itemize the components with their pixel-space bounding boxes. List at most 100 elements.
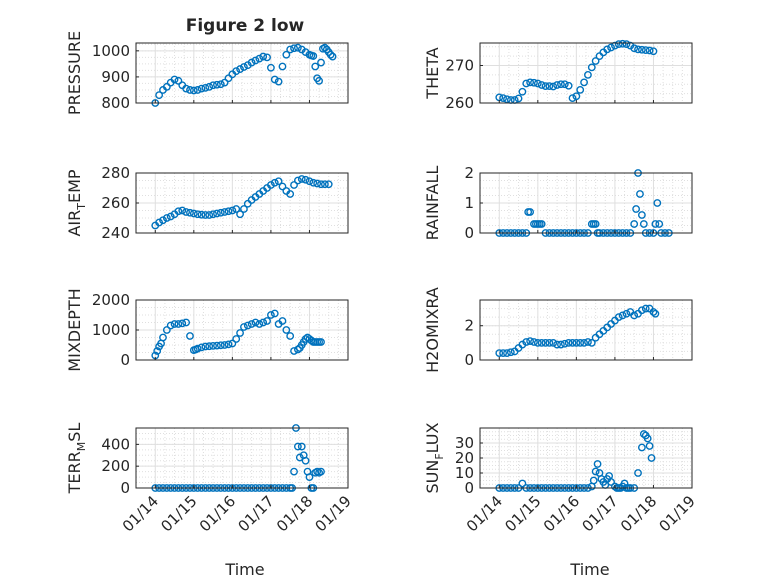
data-point <box>220 78 229 87</box>
data-point <box>514 94 523 103</box>
subplot-mixdepth: 0 1000 2000 MIXDEPTH <box>65 288 349 372</box>
data-point <box>189 209 198 218</box>
data-point <box>232 67 241 76</box>
data-point <box>647 454 656 462</box>
data-point <box>541 338 550 347</box>
axes-box <box>135 42 349 104</box>
data-point <box>522 79 531 88</box>
data-point <box>580 78 588 87</box>
y-tick-label: 1000 <box>92 42 130 60</box>
data-point <box>243 321 252 330</box>
data-point <box>216 208 225 217</box>
data-point <box>576 85 585 94</box>
data-point <box>632 205 641 213</box>
x-tick-label: 01/18 <box>273 492 316 535</box>
data-point <box>224 340 233 349</box>
x-tick-label: 01/14 <box>463 492 506 535</box>
data-point <box>170 320 179 328</box>
data-point <box>213 341 221 350</box>
data-point <box>201 83 210 92</box>
data-point <box>224 207 233 216</box>
data-point <box>549 82 558 91</box>
data-point <box>162 82 171 91</box>
data-point <box>251 318 260 327</box>
y-tick-label: 260 <box>101 194 130 212</box>
data-point <box>274 177 283 186</box>
data-point <box>236 210 244 219</box>
data-point <box>541 82 550 91</box>
data-point <box>572 92 581 101</box>
data-point <box>209 210 217 219</box>
data-point <box>533 79 542 88</box>
data-point <box>224 74 233 83</box>
data-point <box>162 214 171 222</box>
x-tick-label: 01/16 <box>196 492 239 535</box>
data-point <box>557 80 565 89</box>
data-point <box>216 341 225 350</box>
data-point <box>641 46 650 55</box>
data-point <box>641 304 650 313</box>
data-point <box>263 317 271 325</box>
data-point <box>236 65 244 73</box>
data-point <box>639 430 648 438</box>
data-point <box>153 347 162 355</box>
data-point <box>278 182 287 191</box>
data-point <box>178 206 187 215</box>
data-point <box>537 220 546 228</box>
data-point <box>197 210 206 219</box>
y-tick-label: 2 <box>464 164 474 182</box>
subplot-pressure: 800 900 1000 PRESSURE <box>65 31 349 115</box>
data-point <box>557 340 565 349</box>
data-point <box>209 81 217 90</box>
data-point <box>240 63 248 71</box>
data-point <box>568 338 577 347</box>
data-point <box>317 338 325 346</box>
data-point <box>278 62 287 71</box>
data-point <box>545 82 554 91</box>
x-tick-label: 01/17 <box>234 492 277 535</box>
data-point <box>189 86 198 95</box>
data-point <box>526 78 535 87</box>
data-point <box>315 76 323 85</box>
data-point <box>564 338 573 347</box>
y-axis-label: TERRMSL <box>65 423 88 495</box>
data-point <box>568 94 577 103</box>
y-axis-label: H2OMIXRA <box>423 287 442 373</box>
data-point <box>228 206 237 215</box>
data-point <box>576 338 585 347</box>
data-point <box>251 56 260 65</box>
data-point <box>537 338 546 347</box>
data-point <box>614 313 623 322</box>
data-point <box>630 220 639 228</box>
data-point <box>182 84 191 93</box>
data-point <box>618 311 627 320</box>
data-point <box>630 311 639 320</box>
data-point <box>159 333 167 342</box>
data-point <box>286 45 295 54</box>
data-point <box>591 57 600 65</box>
y-tick-label: 20 <box>455 449 474 467</box>
axes-box <box>479 42 693 104</box>
y-tick-label: 1 <box>464 194 474 212</box>
data-point <box>201 211 210 219</box>
y-tick-label: 400 <box>101 435 130 453</box>
data-point <box>309 178 318 187</box>
y-tick-label: 200 <box>101 457 130 475</box>
data-point <box>311 62 320 71</box>
data-point <box>630 44 639 53</box>
data-point <box>205 342 214 351</box>
data-point <box>593 460 602 468</box>
data-point <box>549 338 558 347</box>
data-point <box>270 178 279 187</box>
data-point <box>572 338 581 347</box>
data-point <box>587 63 596 72</box>
data-point <box>651 309 660 318</box>
data-point <box>553 81 561 89</box>
data-point <box>286 190 295 198</box>
data-point <box>297 175 306 183</box>
data-point <box>174 320 183 328</box>
data-point <box>495 349 504 358</box>
